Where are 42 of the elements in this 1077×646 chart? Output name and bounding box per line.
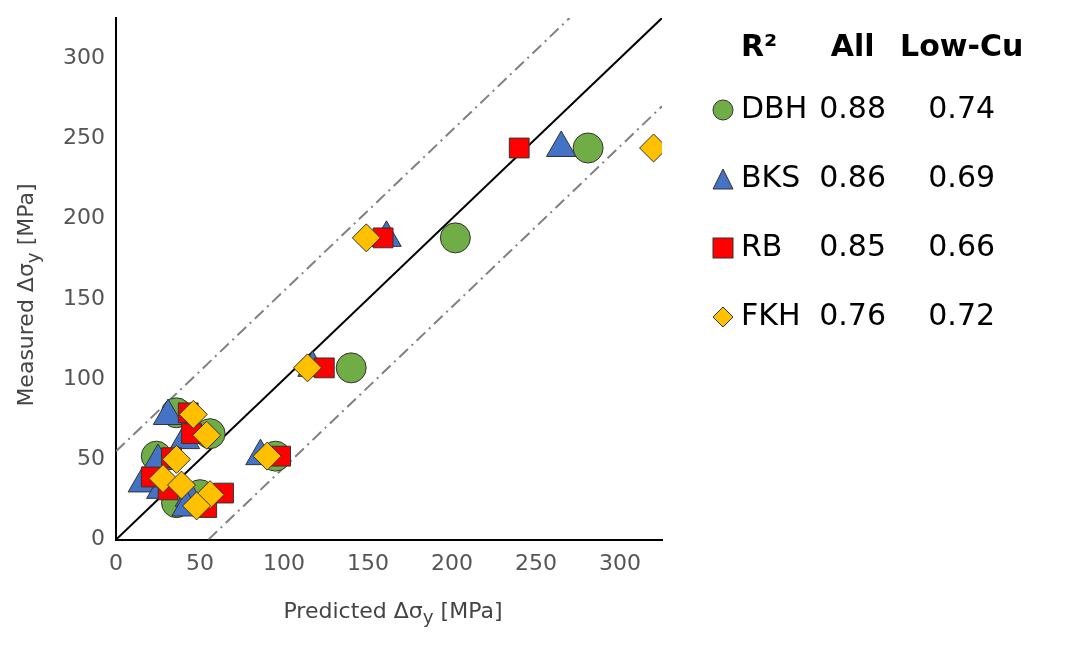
x-tick-label: 250 bbox=[515, 549, 557, 575]
point bbox=[148, 464, 178, 494]
point bbox=[182, 491, 212, 521]
point bbox=[335, 352, 367, 384]
point bbox=[293, 353, 323, 383]
text: 0.76 bbox=[818, 296, 888, 334]
x-tick-label: 0 bbox=[108, 549, 123, 575]
legend-label: RB bbox=[741, 228, 783, 263]
x-tick-label: 150 bbox=[347, 549, 389, 575]
text: 0.86 bbox=[818, 158, 888, 196]
y-tick-label: 150 bbox=[62, 284, 105, 310]
point bbox=[572, 132, 604, 164]
text: Low-Cu bbox=[899, 27, 1025, 65]
y-tick-label: 300 bbox=[62, 43, 105, 69]
point bbox=[508, 137, 530, 159]
point bbox=[351, 223, 381, 253]
point bbox=[252, 441, 282, 471]
text: 0.66 bbox=[927, 227, 997, 265]
text: 0.72 bbox=[927, 296, 997, 334]
point bbox=[178, 399, 208, 429]
y-tick-label: 250 bbox=[62, 124, 105, 150]
x-tick-label: 200 bbox=[431, 549, 473, 575]
y-tick-label: 100 bbox=[62, 364, 105, 390]
x-tick-label: 300 bbox=[599, 549, 641, 575]
legend-label: DBH bbox=[741, 90, 808, 125]
x-axis-title: Predicted Δσ$_{y}$ [MPa] bbox=[282, 598, 504, 628]
x-tick-label: 50 bbox=[185, 549, 214, 575]
y-tick-label: 200 bbox=[62, 204, 105, 230]
point bbox=[161, 444, 191, 474]
legend-title: R² bbox=[740, 27, 779, 65]
point bbox=[167, 470, 197, 500]
text: 0.85 bbox=[818, 227, 888, 265]
point bbox=[439, 222, 471, 254]
y-tick-label: 0 bbox=[90, 525, 105, 551]
x-tick-label: 100 bbox=[262, 549, 305, 575]
legend-label: FKH bbox=[741, 297, 801, 332]
text: All bbox=[829, 27, 876, 65]
y-tick-label: 50 bbox=[76, 445, 105, 471]
legend-label: BKS bbox=[741, 159, 801, 194]
text: 0.88 bbox=[818, 89, 888, 127]
text: 0.74 bbox=[927, 89, 997, 127]
text: 0.69 bbox=[927, 158, 997, 196]
